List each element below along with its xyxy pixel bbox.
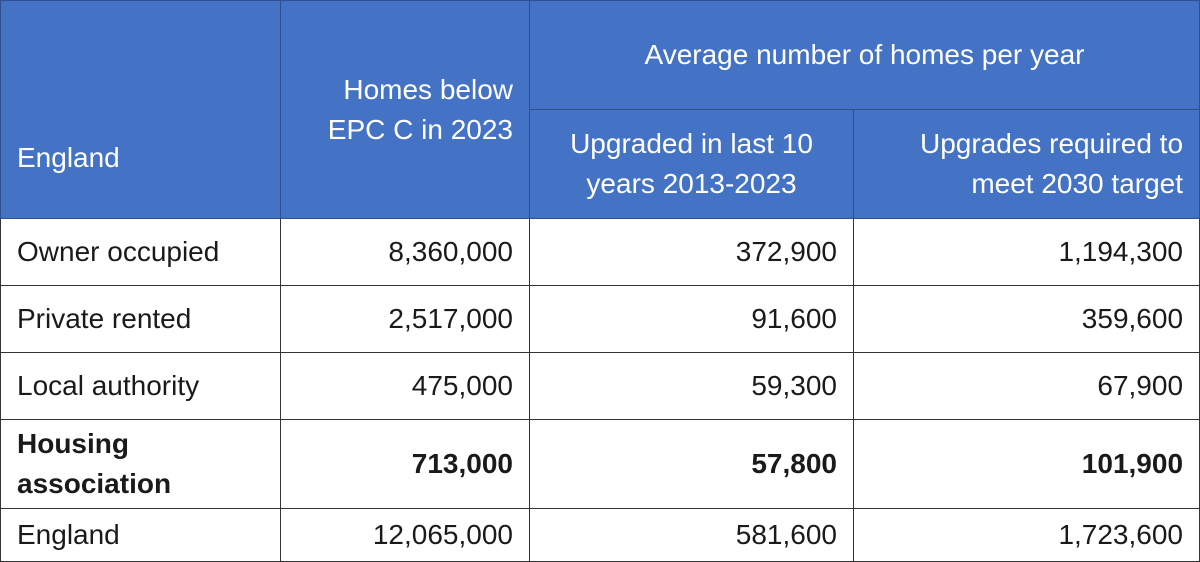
cell-homes-below-epc-c: 8,360,000 [280, 218, 530, 286]
cell-upgraded-last-10-years: 372,900 [529, 218, 854, 286]
row-label: Owner occupied [0, 218, 281, 286]
table-row-local-authority: Local authority 475,000 59,300 67,900 [0, 352, 1200, 420]
row-label: Private rented [0, 285, 281, 353]
cell-homes-below-epc-c: 12,065,000 [280, 508, 530, 562]
column-header-upgraded-last-10-years: Upgraded in last 10 years 2013-2023 [529, 109, 854, 219]
table-row-private-rented: Private rented 2,517,000 91,600 359,600 [0, 285, 1200, 353]
table-row-england-total: England 12,065,000 581,600 1,723,600 [0, 508, 1200, 562]
corner-header: England [0, 0, 281, 219]
cell-upgrades-required-2030: 1,194,300 [852, 218, 1200, 286]
group-header-average-per-year: Average number of homes per year [528, 0, 1200, 110]
cell-homes-below-epc-c: 713,000 [280, 419, 530, 509]
cell-homes-below-epc-c: 475,000 [280, 352, 530, 420]
cell-upgraded-last-10-years: 581,600 [529, 508, 854, 562]
column-header-upgrades-required-2030: Upgrades required to meet 2030 target [852, 109, 1200, 219]
header-row-group: England Homes below EPC C in 2023 Averag… [0, 0, 1200, 219]
row-label: Local authority [0, 352, 281, 420]
table-row-housing-association: Housing association 713,000 57,800 101,9… [0, 419, 1200, 509]
cell-upgraded-last-10-years: 57,800 [529, 419, 854, 509]
row-label: Housing association [0, 419, 281, 509]
cell-upgrades-required-2030: 67,900 [852, 352, 1200, 420]
cell-upgrades-required-2030: 359,600 [852, 285, 1200, 353]
cell-upgrades-required-2030: 1,723,600 [852, 508, 1200, 562]
row-label: England [0, 508, 281, 562]
table-row-owner-occupied: Owner occupied 8,360,000 372,900 1,194,3… [0, 218, 1200, 286]
column-header-homes-below-epc-c: Homes below EPC C in 2023 [280, 0, 530, 219]
cell-upgraded-last-10-years: 59,300 [529, 352, 854, 420]
cell-upgraded-last-10-years: 91,600 [529, 285, 854, 353]
cell-upgrades-required-2030: 101,900 [852, 419, 1200, 509]
header-row-sub: Upgraded in last 10 years 2013-2023 Upgr… [1, 109, 1200, 219]
cell-homes-below-epc-c: 2,517,000 [280, 285, 530, 353]
